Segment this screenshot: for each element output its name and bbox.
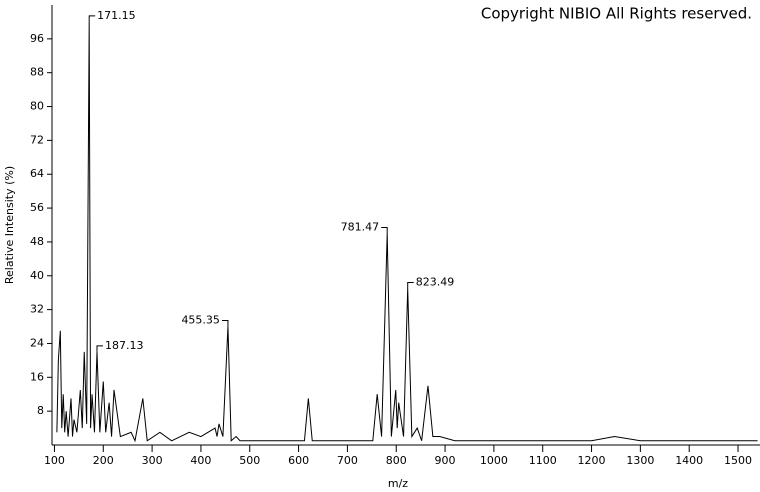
- y-tick-label: 24: [30, 336, 44, 349]
- peak-label: 823.49: [416, 275, 455, 288]
- peak-label: 455.35: [181, 314, 220, 327]
- x-axis-label: m/z: [388, 477, 408, 490]
- peak-label: 187.13: [105, 339, 144, 352]
- y-tick-label: 80: [30, 100, 44, 113]
- x-tick-label: 800: [386, 454, 407, 467]
- x-tick-label: 1400: [675, 454, 703, 467]
- x-tick-label: 1100: [529, 454, 557, 467]
- x-tick-label: 600: [288, 454, 309, 467]
- peak-label: 781.47: [341, 220, 380, 233]
- y-axis-label: Relative Intensity (%): [3, 166, 16, 284]
- y-tick-label: 56: [30, 201, 44, 214]
- x-tick-label: 200: [93, 454, 114, 467]
- x-tick-label: 1200: [578, 454, 606, 467]
- peak-label-bracket: [221, 320, 229, 327]
- y-tick-label: 32: [30, 303, 44, 316]
- x-tick-label: 1300: [626, 454, 654, 467]
- y-tick-label: 40: [30, 269, 44, 282]
- x-tick-label: 500: [239, 454, 260, 467]
- y-tick-label: 16: [30, 370, 44, 383]
- x-tick-label: 100: [44, 454, 65, 467]
- y-tick-label: 72: [30, 133, 44, 146]
- x-tick-label: 900: [435, 454, 456, 467]
- x-tick-label: 700: [337, 454, 358, 467]
- y-tick-label: 64: [30, 167, 44, 180]
- y-tick-label: 8: [37, 404, 44, 417]
- spectrum-line: [56, 21, 758, 443]
- y-tick-label: 88: [30, 66, 44, 79]
- x-tick-label: 1000: [480, 454, 508, 467]
- peak-label-bracket: [381, 226, 388, 234]
- peak-label-bracket: [407, 281, 414, 289]
- peak-label: 171.15: [97, 9, 136, 22]
- y-tick-label: 96: [30, 32, 44, 45]
- x-tick-label: 300: [142, 454, 163, 467]
- y-tick-label: 48: [30, 235, 44, 248]
- x-tick-label: 400: [190, 454, 211, 467]
- peak-label-bracket: [96, 345, 103, 352]
- peak-label-bracket: [88, 15, 96, 22]
- chart-title: Copyright NIBIO All Rights reserved.: [481, 5, 752, 23]
- x-tick-label: 1500: [724, 454, 752, 467]
